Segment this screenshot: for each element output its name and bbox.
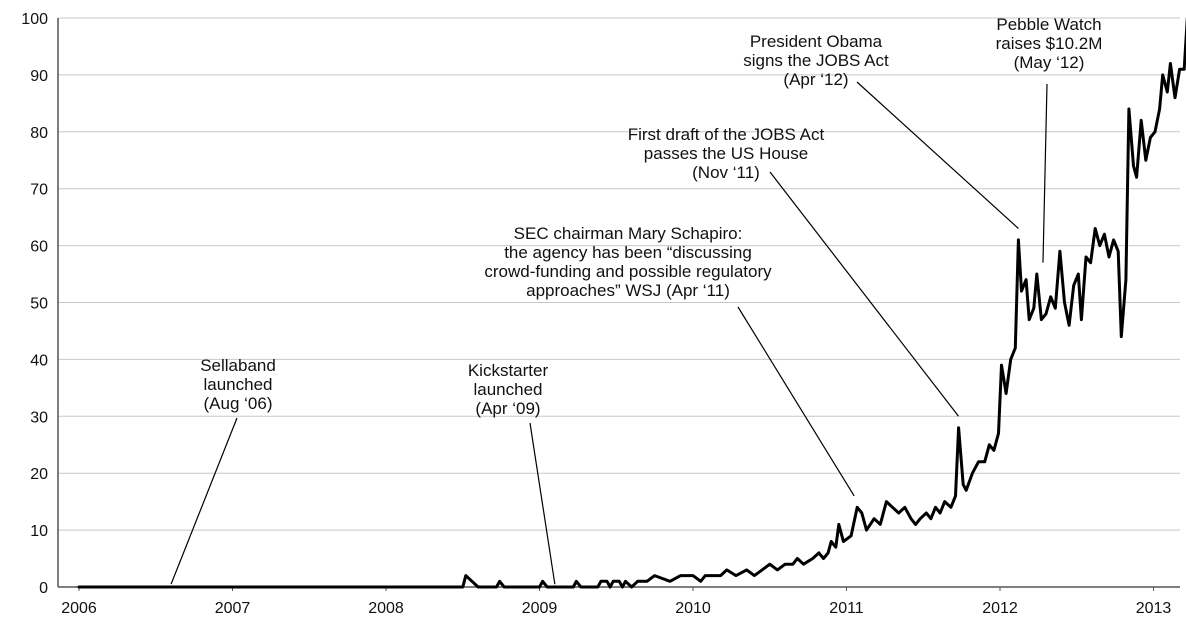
y-tick-label: 50 bbox=[30, 296, 48, 313]
y-tick-label: 30 bbox=[30, 409, 48, 426]
annotation-line: (Aug ‘06) bbox=[204, 394, 273, 413]
annotation-line: First draft of the JOBS Act bbox=[628, 125, 825, 144]
annotation-line: (May ‘12) bbox=[1014, 53, 1085, 72]
x-tick-label: 2011 bbox=[829, 600, 864, 617]
annotation-line: raises $10.2M bbox=[996, 34, 1103, 53]
x-tick-label: 2006 bbox=[61, 600, 97, 617]
y-tick-label: 60 bbox=[30, 239, 48, 256]
x-tick-label: 2007 bbox=[215, 600, 251, 617]
y-tick-labels: 0 10 20 30 40 50 60 70 80 90 100 bbox=[21, 11, 48, 597]
annotation-line: crowd-funding and possible regulatory bbox=[484, 262, 772, 281]
y-tick-label: 10 bbox=[30, 523, 48, 540]
x-tick-label: 2012 bbox=[982, 600, 1018, 617]
annotation-leader-line bbox=[529, 422, 556, 585]
annotation-leader-line bbox=[1042, 83, 1048, 263]
annotation-line: Kickstarter bbox=[468, 361, 549, 380]
annotation-line: SEC chairman Mary Schapiro: bbox=[514, 224, 743, 243]
annotation-leader-line bbox=[737, 306, 855, 497]
gridlines bbox=[58, 17, 1180, 531]
annotation-text: Pebble Watch raises $10.2M (May ‘12) bbox=[996, 15, 1103, 72]
annotation-text: SEC chairman Mary Schapiro: the agency ha… bbox=[484, 224, 772, 300]
annotation-line: (Nov ‘11) bbox=[692, 163, 760, 182]
annotation-line: the agency has been “discussing bbox=[504, 243, 752, 262]
annotation-line: signs the JOBS Act bbox=[743, 51, 889, 70]
annotation-line: Sellaband bbox=[200, 356, 276, 375]
y-tick-label: 90 bbox=[30, 68, 48, 85]
annotation-leader-line bbox=[769, 171, 960, 417]
annotation-line: launched bbox=[473, 380, 542, 399]
x-tick-labels: 2006 2007 2008 2009 2010 2011 2012 2013 bbox=[61, 600, 1171, 617]
annotation-line: (Apr ‘12) bbox=[783, 70, 848, 89]
annotation-line: Pebble Watch bbox=[996, 15, 1101, 34]
y-tick-label: 40 bbox=[30, 352, 48, 369]
x-tick-label: 2010 bbox=[675, 600, 711, 617]
y-tick-label: 100 bbox=[21, 11, 48, 28]
annotation-line: President Obama bbox=[750, 32, 883, 51]
annotation-leader-line bbox=[856, 81, 1019, 229]
x-tick-label: 2009 bbox=[522, 600, 558, 617]
series-group bbox=[77, 17, 1186, 589]
annotation-leader-line bbox=[170, 417, 238, 585]
annotations: Sellaband launched (Aug ‘06)Kickstarter lau… bbox=[170, 15, 1103, 585]
y-tick-label: 20 bbox=[30, 466, 48, 483]
annotation-line: launched bbox=[203, 375, 272, 394]
annotation-text: Kickstarter launched (Apr ‘09) bbox=[468, 361, 549, 418]
series-line bbox=[77, 17, 1186, 589]
annotation-line: passes the US House bbox=[644, 144, 808, 163]
y-tick-label: 80 bbox=[30, 125, 48, 142]
y-tick-label: 0 bbox=[39, 580, 48, 597]
annotation-text: First draft of the JOBS Act passes the US… bbox=[628, 125, 825, 182]
x-tick-label: 2013 bbox=[1136, 600, 1172, 617]
y-tick-label: 70 bbox=[30, 182, 48, 199]
annotation-text: President Obama signs the JOBS Act (Apr ‘1… bbox=[743, 32, 889, 89]
annotation-text: Sellaband launched (Aug ‘06) bbox=[200, 356, 276, 413]
annotation-line: approaches” WSJ (Apr ‘11) bbox=[526, 281, 730, 300]
x-tick-label: 2008 bbox=[368, 600, 404, 617]
axes bbox=[57, 18, 1180, 591]
annotation-line: (Apr ‘09) bbox=[475, 399, 540, 418]
